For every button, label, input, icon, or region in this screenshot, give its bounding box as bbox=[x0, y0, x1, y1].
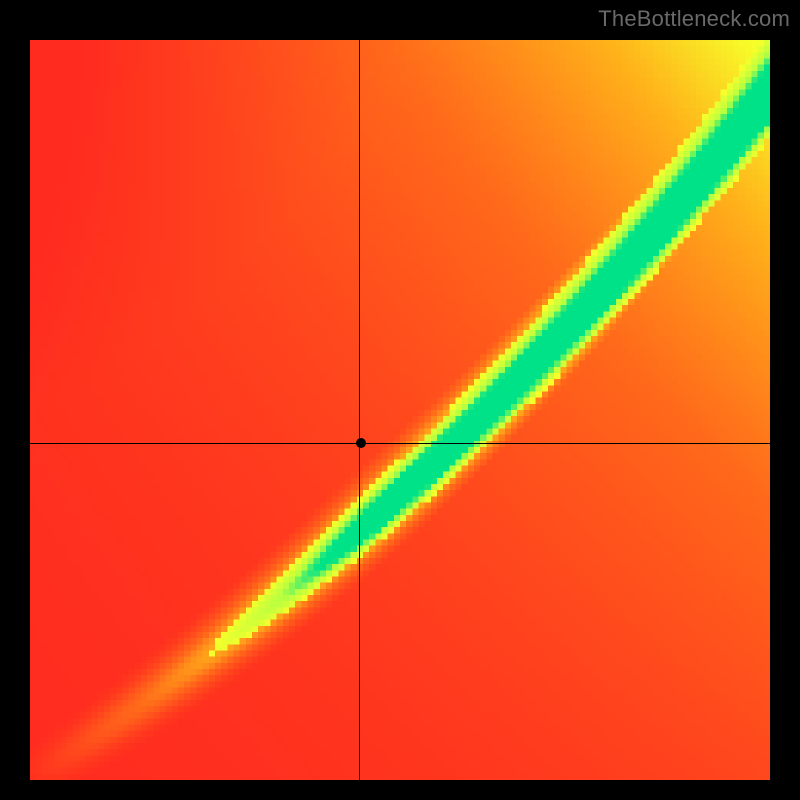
crosshair-horizontal bbox=[30, 443, 770, 444]
chart-container: TheBottleneck.com bbox=[0, 0, 800, 800]
marker-dot bbox=[356, 438, 366, 448]
plot-inner bbox=[30, 40, 770, 780]
heatmap-canvas bbox=[30, 40, 770, 780]
crosshair-vertical bbox=[359, 40, 360, 780]
watermark-text: TheBottleneck.com bbox=[598, 6, 790, 32]
plot-area bbox=[30, 40, 770, 780]
